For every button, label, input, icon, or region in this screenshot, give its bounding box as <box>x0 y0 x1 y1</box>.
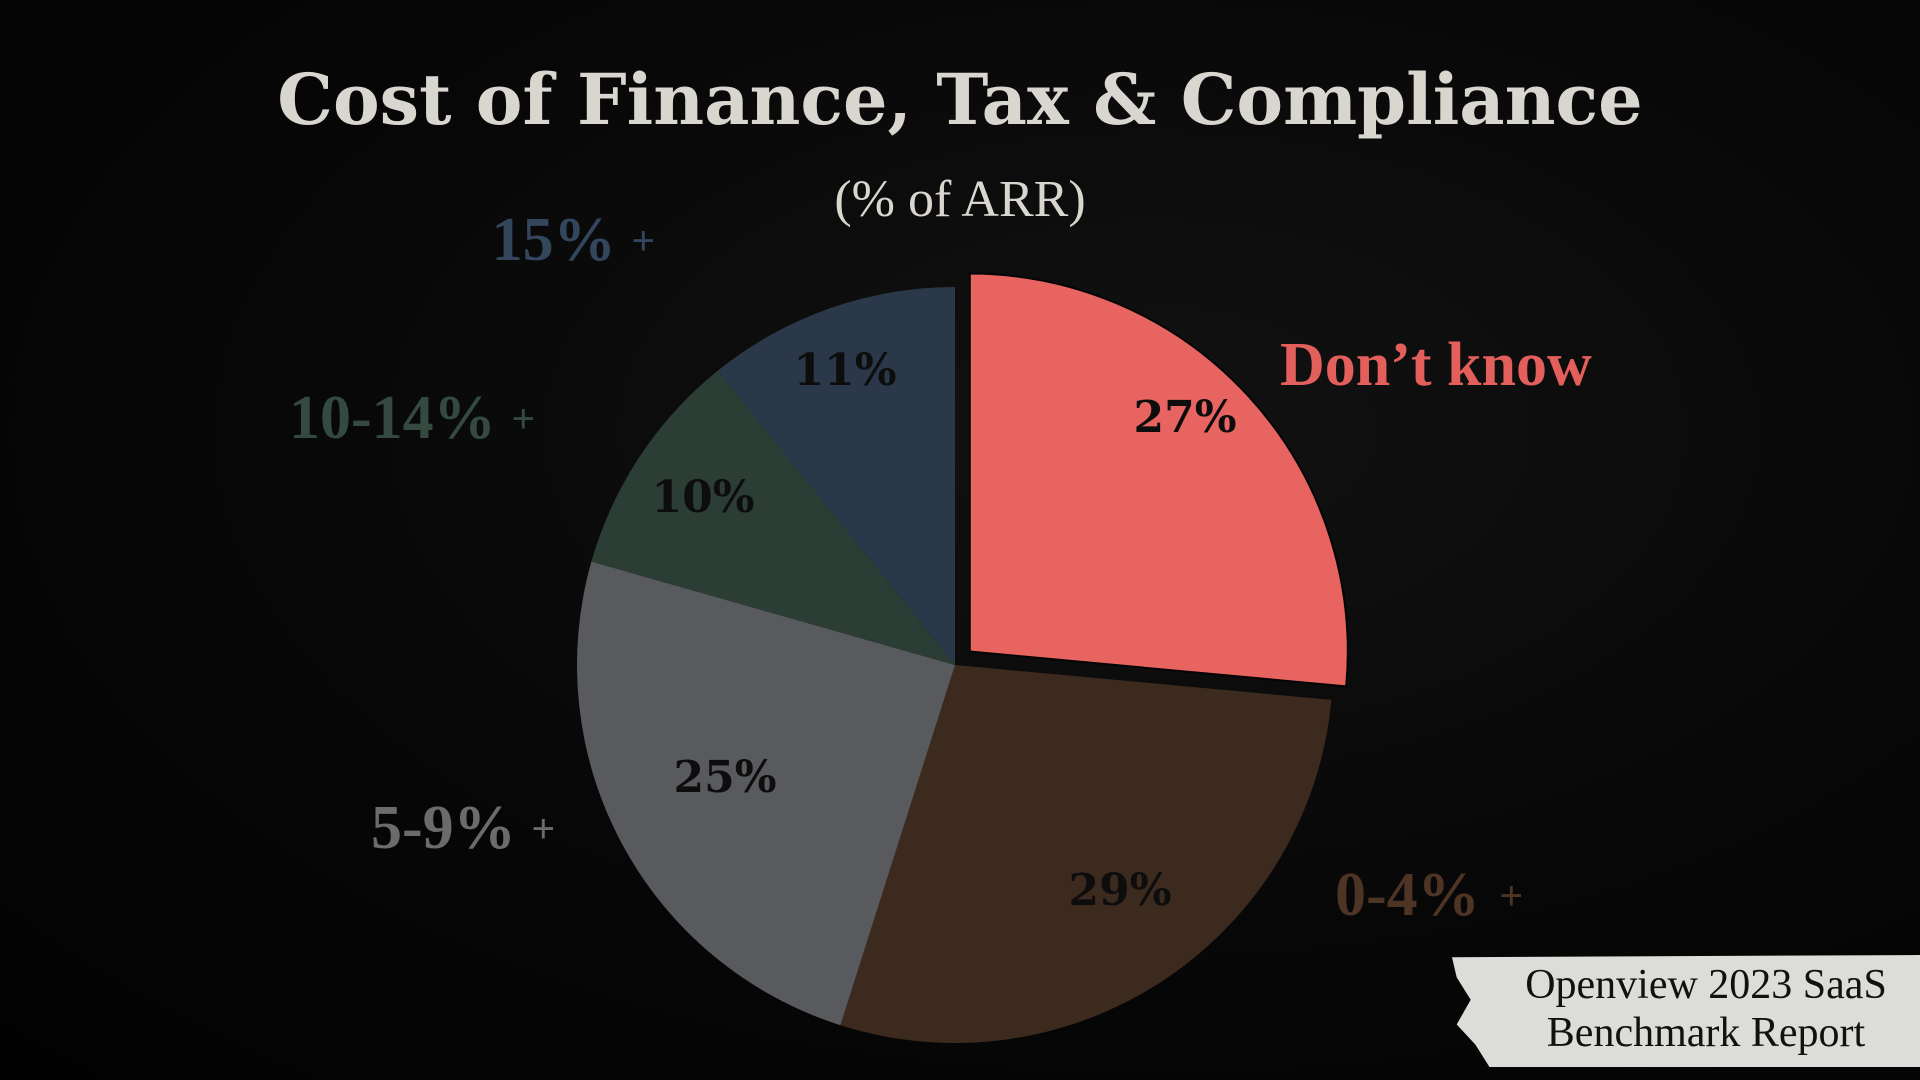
source-line-1: Openview 2023 SaaS <box>1525 962 1887 1008</box>
slice-category-label: 15% <box>492 206 616 274</box>
slice-value-label: 29% <box>1068 865 1171 916</box>
chart-title: Cost of Finance, Tax & Compliance <box>277 58 1643 141</box>
pie-slice-don-t-know <box>968 272 1349 688</box>
source-line-2: Benchmark Report <box>1546 1010 1866 1056</box>
pie-slice-15 <box>718 287 955 665</box>
slice-plus-sign: + <box>532 807 555 851</box>
slice-category-label: 5-9% <box>371 794 516 862</box>
slice-plus-sign: + <box>632 219 655 263</box>
pie-slice-10-14 <box>591 370 955 665</box>
source-note: Openview 2023 SaaS Benchmark Report <box>1452 955 1920 1067</box>
slice-plus-sign: + <box>512 397 535 441</box>
chart-subtitle: (% of ARR) <box>834 171 1086 228</box>
slice-category-label: 0-4% <box>1335 861 1480 929</box>
slice-plus-sign: + <box>1500 874 1523 918</box>
slice-value-label: 25% <box>673 752 776 803</box>
slice-category-label: 10-14% <box>289 384 496 452</box>
slice-category-label: Don’t know <box>1280 331 1592 399</box>
pie-slice-0-4 <box>840 665 1332 1043</box>
slice-value-label: 27% <box>1133 392 1236 443</box>
slice-value-label: 11% <box>793 345 896 396</box>
pie-slice-5-9 <box>577 561 955 1026</box>
slice-value-label: 10% <box>651 472 754 523</box>
